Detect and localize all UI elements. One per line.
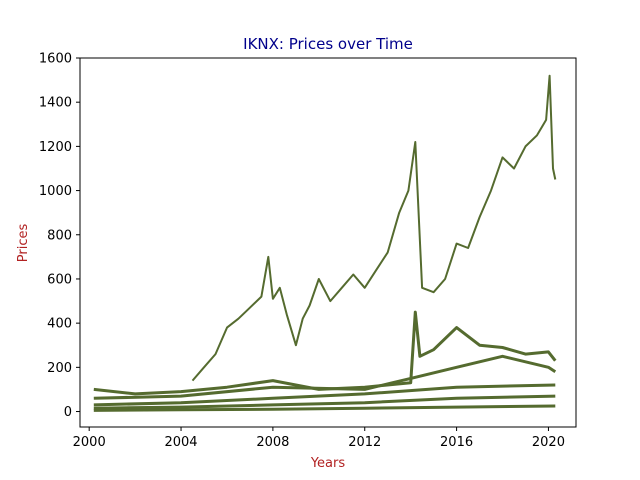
x-tick-label: 2008	[256, 435, 289, 450]
price-series-line	[93, 310, 557, 396]
x-axis-label: Years	[310, 456, 346, 471]
plot-area	[93, 74, 557, 412]
price-series-line	[93, 383, 556, 407]
y-axis: 0 200 400 600 800 1000 1200 1400 1600	[39, 52, 80, 420]
y-tick-label: 0	[64, 405, 72, 420]
x-axis: 2000 2004 2008 2012 2016 2020	[73, 427, 565, 450]
y-axis-label: Prices	[16, 224, 31, 263]
y-tick-label: 1000	[39, 184, 72, 199]
y-tick-label: 1200	[39, 140, 72, 155]
price-series-line	[93, 354, 557, 400]
x-tick-label: 2016	[440, 435, 473, 450]
axes-frame	[79, 57, 577, 428]
x-tick-label: 2000	[73, 435, 106, 450]
y-tick-label: 1400	[39, 96, 72, 111]
y-tick-label: 200	[47, 361, 72, 376]
price-series-line	[191, 74, 557, 382]
y-tick-label: 400	[47, 317, 72, 332]
price-series-line	[93, 404, 556, 412]
x-tick-label: 2004	[164, 435, 197, 450]
x-tick-label: 2020	[532, 435, 565, 450]
y-tick-label: 1600	[39, 52, 72, 67]
chart-title: IKNX: Prices over Time	[243, 35, 413, 53]
y-tick-label: 600	[47, 272, 72, 287]
price-series-line	[93, 394, 556, 410]
x-tick-label: 2012	[348, 435, 381, 450]
y-tick-label: 800	[47, 228, 72, 243]
